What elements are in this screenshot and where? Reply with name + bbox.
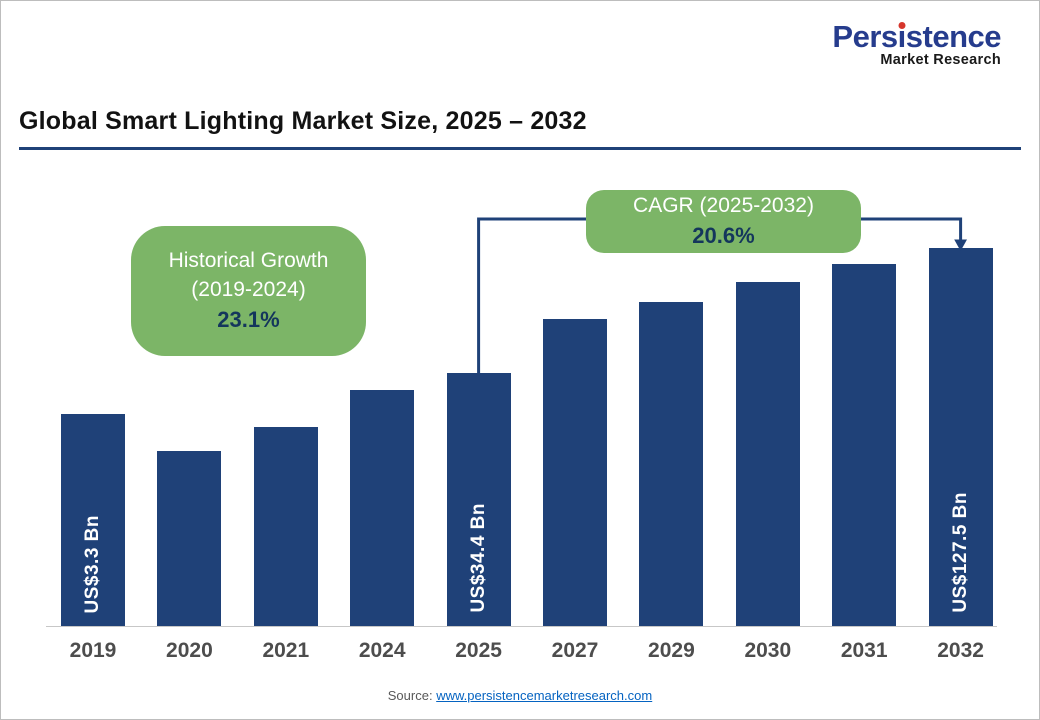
historical-growth-callout: Historical Growth (2019-2024) 23.1% (131, 226, 366, 356)
x-axis-label-2020: 2020 (166, 639, 213, 662)
source-line: Source: www.persistencemarketresearch.co… (1, 688, 1039, 703)
bar-slot-2024: 2024 (350, 390, 415, 662)
bar-2031 (832, 264, 897, 626)
cagr-value: 20.6% (692, 222, 755, 248)
bar-value-label-2032: US$127.5 Bn (949, 492, 971, 613)
bar-slot-2032: US$127.5 Bn 2032 (928, 248, 993, 662)
x-axis-label-2029: 2029 (648, 639, 695, 662)
source-link[interactable]: www.persistencemarketresearch.com (436, 688, 653, 703)
bar-2025: US$34.4 Bn (446, 373, 511, 626)
x-axis-label-2019: 2019 (69, 639, 117, 662)
bar-value-label-2025: US$34.4 Bn (467, 503, 489, 613)
x-axis-label-2031: 2031 (840, 639, 888, 662)
bar-slot-2025: US$34.4 Bn 2025 (446, 373, 511, 662)
bar-slot-2027: 2027 (543, 319, 607, 662)
bar-value-label-2019: US$3.3 Bn (82, 514, 103, 613)
cagr-callout: CAGR (2025-2032) 20.6% (586, 190, 861, 253)
bar-slot-2021: 2021 (253, 427, 318, 662)
x-axis-label-2032: 2032 (937, 639, 984, 662)
bar-slot-2029: 2029 (639, 302, 704, 662)
bar-2032: US$127.5 Bn (928, 248, 993, 626)
x-axis-line (46, 626, 997, 627)
bar-slot-2030: 2030 (735, 282, 800, 662)
historical-growth-value: 23.1% (217, 306, 280, 332)
x-axis-label-2027: 2027 (551, 639, 599, 662)
x-axis-label-2030: 2030 (744, 639, 792, 662)
title-underline (19, 147, 1021, 150)
bar-slot-2020: 2020 (157, 451, 222, 662)
cagr-label: CAGR (2025-2032) (633, 193, 814, 217)
bar-2019: US$3.3 Bn (61, 414, 125, 626)
page-title: Global Smart Lighting Market Size, 2025 … (19, 107, 587, 135)
x-axis-label-2024: 2024 (358, 639, 406, 662)
logo-word-pre: Pers (832, 19, 898, 54)
logo-red-dot-i: i (897, 19, 907, 54)
source-prefix: Source: (387, 688, 437, 703)
x-axis-label-2025: 2025 (455, 639, 502, 662)
bar-slot-2019: US$3.3 Bn 2019 (61, 414, 125, 662)
bar-slot-2031: 2031 (832, 264, 897, 662)
bar-2024 (350, 390, 415, 626)
bar-2027 (543, 319, 607, 626)
bar-2021 (253, 427, 318, 626)
historical-growth-label: Historical Growth (168, 248, 329, 272)
logo: Persistence Market Research (832, 19, 1002, 68)
historical-growth-period: (2019-2024) (191, 277, 306, 301)
logo-wordmark: Persistence (832, 19, 1002, 54)
logo-subtitle: Market Research (880, 51, 1001, 68)
logo-word-post: stence (905, 19, 1002, 54)
bar-2030 (735, 282, 800, 626)
x-axis-label-2021: 2021 (262, 639, 310, 662)
bar-2020 (157, 451, 222, 626)
bar-2029 (639, 302, 704, 626)
